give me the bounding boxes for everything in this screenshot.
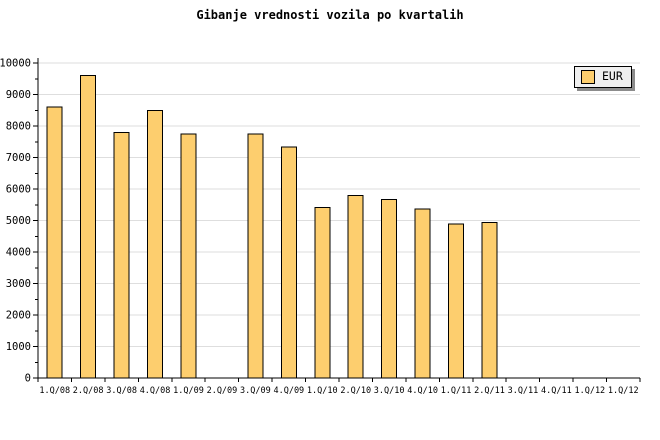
bar-4.Q/10 [414,208,431,379]
y-tick-label: 10000 [0,58,31,70]
x-tick-label: 1.Q/11 [441,386,472,396]
x-tick-label: 3.Q/08 [106,386,137,396]
bar-3.Q/08 [113,131,130,379]
bar-1.Q/08 [46,106,63,379]
bar-4.Q/08 [147,109,164,379]
y-tick-label: 4000 [6,247,31,259]
y-tick-label: 9000 [6,89,31,101]
x-tick-label: 2.Q/08 [73,386,104,396]
legend-label-eur: EUR [602,69,623,84]
x-tick-label: 1.Q/12 [574,386,605,396]
bar-3.Q/09 [247,133,264,379]
x-tick-label: 1.Q/12 [608,386,639,396]
bar-1.Q/11 [448,223,465,379]
x-tick-label: 2.Q/11 [474,386,505,396]
x-tick-label: 3.Q/10 [374,386,405,396]
y-tick-label: 8000 [6,121,31,133]
x-tick-label: 4.Q/08 [140,386,171,396]
x-tick-label: 2.Q/10 [340,386,371,396]
y-tick-label: 3000 [6,278,31,290]
bar-2.Q/10 [347,194,364,379]
x-tick-label: 2.Q/09 [207,386,238,396]
y-tick-label: 2000 [6,310,31,322]
bar-1.Q/10 [314,207,331,379]
x-tick-label: 3.Q/11 [508,386,539,396]
x-tick-label: 3.Q/09 [240,386,271,396]
x-tick-label: 4.Q/10 [407,386,438,396]
bar-2.Q/08 [80,75,97,379]
legend-box: EUR [574,66,632,88]
x-tick-label: 4.Q/11 [541,386,572,396]
bar-3.Q/10 [381,198,398,379]
y-tick-label: 5000 [6,215,31,227]
y-tick-label: 6000 [6,184,31,196]
legend-swatch-eur-icon [581,70,595,84]
bar-2.Q/11 [481,221,498,379]
y-tick-label: 0 [25,373,31,385]
x-tick-label: 1.Q/09 [173,386,204,396]
chart-title: Gibanje vrednosti vozila po kvartalih [196,8,464,22]
x-tick-label: 1.Q/08 [39,386,70,396]
y-tick-label: 1000 [6,341,31,353]
bar-4.Q/09 [280,146,297,379]
x-tick-label: 1.Q/10 [307,386,338,396]
y-tick-label: 7000 [6,152,31,164]
bar-1.Q/09 [180,133,197,379]
x-tick-label: 4.Q/09 [273,386,304,396]
